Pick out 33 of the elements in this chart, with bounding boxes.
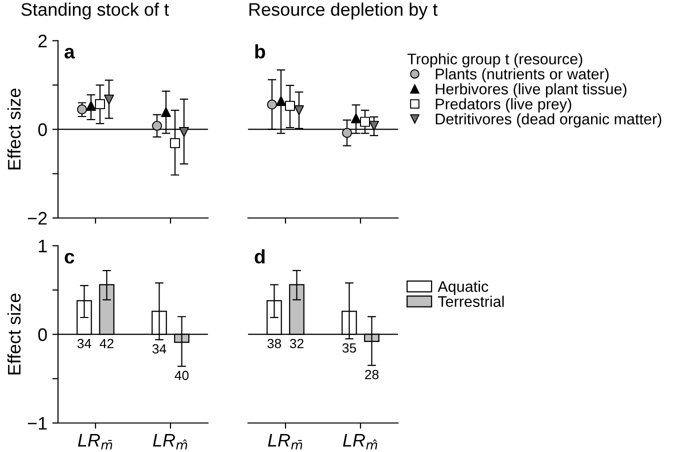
annotation: 40 bbox=[174, 370, 189, 380]
annotation: a bbox=[64, 48, 75, 59]
y-axis-title: Effect size bbox=[7, 88, 21, 170]
legend-label: Predators (live prey) bbox=[436, 98, 572, 112]
legend-label: Terrestrial bbox=[438, 296, 504, 307]
legend-label: Herbivores (live plant tissue) bbox=[436, 83, 626, 98]
y-tick-label: 2 bbox=[38, 34, 47, 48]
annotation: 34 bbox=[152, 344, 166, 354]
legend-label: Detritivores (dead organic matter) bbox=[436, 113, 662, 128]
annotation: b bbox=[255, 44, 266, 59]
annotation: 34 bbox=[77, 338, 92, 348]
chart-title: Resource depletion by t bbox=[249, 2, 438, 20]
x-tick-label: LR$_{m̄}$ bbox=[78, 434, 112, 450]
legend-label: Plants (nutrients or water) bbox=[436, 68, 609, 82]
legend-label: Aquatic bbox=[438, 280, 488, 295]
legend-title: Trophic group t (resource) bbox=[407, 53, 582, 68]
annotation: 38 bbox=[267, 338, 282, 348]
y-tick-label: 0 bbox=[38, 328, 47, 342]
annotation: 28 bbox=[365, 370, 379, 380]
x-tick-label: LR$_{m̂}$ bbox=[153, 434, 188, 450]
annotation: 32 bbox=[290, 338, 304, 348]
y-axis-title: Effect size bbox=[7, 294, 21, 374]
annotation: 42 bbox=[100, 338, 114, 348]
y-tick-label: 1 bbox=[38, 240, 47, 252]
y-tick-label: −1 bbox=[28, 417, 47, 430]
y-tick-label: −2 bbox=[28, 212, 47, 225]
chart-title: Standing stock of t bbox=[21, 2, 169, 20]
x-tick-label: LR$_{m̄}$ bbox=[268, 434, 302, 450]
annotation: c bbox=[64, 252, 74, 264]
y-tick-label: 0 bbox=[38, 123, 47, 136]
annotation: d bbox=[254, 249, 265, 264]
x-tick-label: LR$_{m̂}$ bbox=[343, 434, 378, 450]
annotation: 35 bbox=[342, 343, 356, 353]
